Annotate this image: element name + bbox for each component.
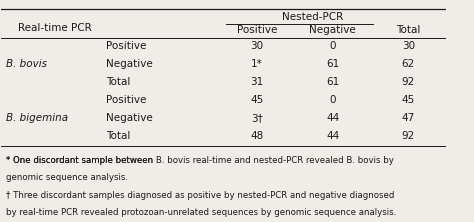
Text: Positive: Positive <box>106 41 146 51</box>
Text: 45: 45 <box>401 95 415 105</box>
Text: 61: 61 <box>326 59 339 69</box>
Text: 44: 44 <box>326 113 339 123</box>
Text: 47: 47 <box>401 113 415 123</box>
Text: Total: Total <box>106 131 130 141</box>
Text: Real-time PCR: Real-time PCR <box>18 23 91 33</box>
Text: Negative: Negative <box>106 59 153 69</box>
Text: 31: 31 <box>250 77 264 87</box>
Text: 92: 92 <box>401 131 415 141</box>
Text: * One discordant sample between ​B. bovis​ real-time and nested-PCR revealed ​B.: * One discordant sample between ​B. bovi… <box>6 156 394 165</box>
Text: 48: 48 <box>250 131 264 141</box>
Text: 30: 30 <box>250 41 264 51</box>
Text: 0: 0 <box>329 41 336 51</box>
Text: 92: 92 <box>401 77 415 87</box>
Text: Positive: Positive <box>106 95 146 105</box>
Text: Total: Total <box>106 77 130 87</box>
Text: Nested-PCR: Nested-PCR <box>282 12 343 22</box>
Text: by real-time PCR revealed protozoan-unrelated sequences by genomic sequence anal: by real-time PCR revealed protozoan-unre… <box>6 208 396 218</box>
Text: B. bigemina: B. bigemina <box>6 113 68 123</box>
Text: Positive: Positive <box>237 25 277 35</box>
Text: * One discordant sample between: * One discordant sample between <box>6 156 156 165</box>
Text: 45: 45 <box>250 95 264 105</box>
Text: Negative: Negative <box>309 25 356 35</box>
Text: 61: 61 <box>326 77 339 87</box>
Text: Negative: Negative <box>106 113 153 123</box>
Text: 44: 44 <box>326 131 339 141</box>
Text: 62: 62 <box>401 59 415 69</box>
Text: Total: Total <box>396 25 420 35</box>
Text: 1*: 1* <box>251 59 263 69</box>
Text: † Three discordant samples diagnosed as positive by nested-PCR and negative diag: † Three discordant samples diagnosed as … <box>6 191 394 200</box>
Text: 3†: 3† <box>251 113 263 123</box>
Text: genomic sequence analysis.: genomic sequence analysis. <box>6 173 128 182</box>
Text: B. bovis: B. bovis <box>6 59 47 69</box>
Text: 0: 0 <box>329 95 336 105</box>
Text: 30: 30 <box>401 41 415 51</box>
